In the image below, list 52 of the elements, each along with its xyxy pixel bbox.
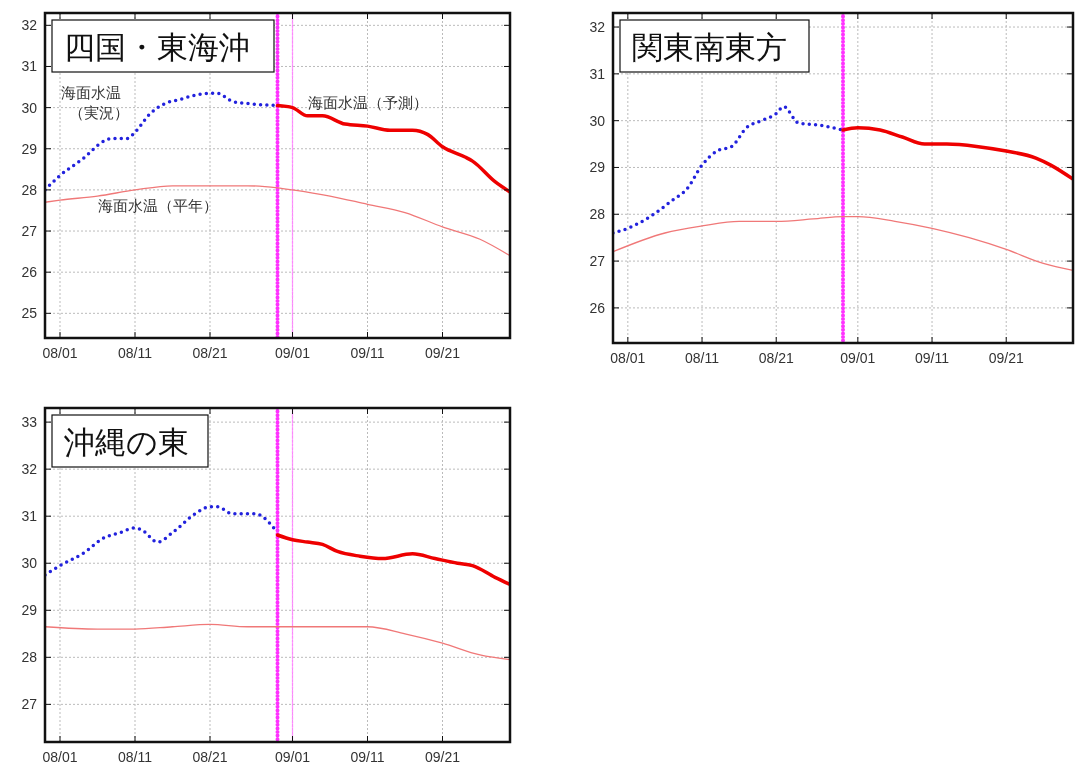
y-tick-label: 33: [21, 414, 38, 431]
y-tick-label: 28: [589, 206, 606, 223]
line-series: [613, 104, 845, 235]
x-tick-label: 09/11: [350, 749, 385, 765]
y-tick-label: 29: [589, 159, 606, 176]
y-tick-label: 27: [21, 696, 38, 713]
y-tick-label: 30: [589, 112, 606, 129]
y-tick-label: 30: [21, 99, 38, 116]
x-tick-label: 08/01: [42, 749, 78, 765]
y-tick-label: 31: [589, 65, 606, 82]
series-label: 海面水温（予測）: [307, 94, 428, 112]
y-tick-label: 26: [21, 264, 38, 281]
x-tick-label: 08/21: [758, 350, 794, 366]
series-label: 海面水温（平年）: [98, 197, 218, 215]
line-series: [275, 533, 510, 587]
x-tick-label: 09/21: [988, 350, 1024, 366]
line-series: [841, 125, 1073, 181]
y-tick-label: 32: [21, 17, 38, 34]
y-tick-label: 29: [21, 140, 38, 157]
y-tick-label: 31: [21, 58, 38, 75]
line-series: [45, 623, 510, 661]
x-tick-label: 08/21: [192, 749, 228, 765]
y-tick-label: 27: [21, 223, 38, 240]
x-tick-label: 09/11: [915, 350, 950, 366]
line-series: [613, 215, 1073, 272]
x-tick-label: 08/21: [192, 345, 228, 361]
x-tick-label: 08/01: [610, 350, 646, 366]
text: 関東南東方: [632, 29, 787, 65]
y-tick-label: 26: [589, 299, 606, 316]
y-tick-label: 31: [21, 508, 38, 525]
x-tick-label: 09/01: [840, 350, 876, 366]
text: 四国・東海沖: [64, 29, 250, 65]
y-tick-label: 29: [21, 602, 38, 619]
y-tick-label: 27: [589, 253, 606, 270]
y-tick-label: 32: [21, 461, 38, 478]
x-tick-label: 08/11: [685, 350, 720, 366]
x-tick-label: 08/11: [118, 345, 153, 361]
line-series: [45, 185, 510, 257]
x-tick-label: 08/01: [42, 345, 78, 361]
text: 沖縄の東: [64, 424, 189, 460]
x-tick-label: 09/01: [274, 345, 311, 361]
y-tick-label: 28: [21, 181, 38, 198]
x-tick-label: 09/21: [424, 749, 461, 765]
x-tick-label: 08/11: [118, 749, 153, 765]
y-tick-label: 28: [21, 649, 38, 666]
x-tick-label: 09/11: [350, 345, 385, 361]
y-tick-label: 25: [21, 305, 38, 322]
y-tick-label: 32: [589, 19, 606, 36]
series-label: 海面水温（実況）: [61, 84, 129, 122]
x-tick-label: 09/21: [424, 345, 461, 361]
x-tick-label: 09/01: [274, 749, 311, 765]
y-tick-label: 30: [21, 555, 38, 572]
